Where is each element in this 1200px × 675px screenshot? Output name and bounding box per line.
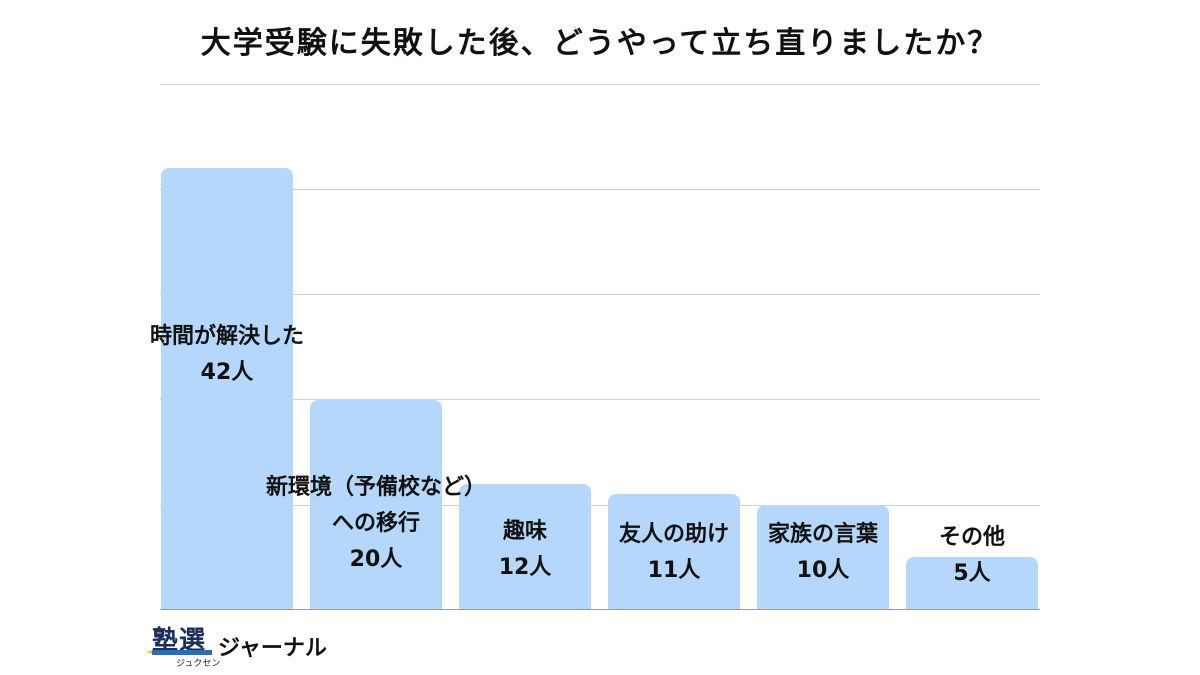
chart-title: 大学受験に失敗した後、どうやって立ち直りましたか？ [200, 26, 1000, 61]
logo-ruby: ジュクセン [176, 659, 221, 669]
bar-label-2: 趣味 12人 [499, 514, 552, 586]
bar-category-label: 家族の言葉 [767, 522, 879, 547]
gridline-10 [160, 505, 1040, 506]
logo-text: ジャーナル [218, 636, 327, 661]
x-axis-baseline [160, 609, 1040, 610]
bar-category-label: への移行 [331, 511, 421, 536]
bar-0 [161, 168, 293, 610]
bar-label-5: その他 5人 [939, 520, 1005, 592]
bar-category-label: その他 [938, 525, 1006, 550]
bar-label-4: 家族の言葉 10人 [768, 517, 878, 589]
bar-value-label: 20人 [349, 547, 403, 572]
bar-4 [757, 505, 889, 610]
bar-5 [906, 557, 1038, 610]
bar-category-label: 友人の助け [618, 522, 730, 547]
pencil-icon [146, 650, 212, 655]
bar-label-1: 新環境（予備校など） への移行 20人 [266, 470, 486, 578]
bar-3 [608, 494, 740, 610]
gridline-20 [160, 399, 1040, 400]
bar-label-0: 時間が解決した 42人 [150, 319, 304, 391]
bar-value-label: 12人 [498, 555, 552, 580]
gridline-50 [160, 84, 1040, 85]
bar-category-label: 時間が解決した [149, 324, 305, 349]
bar-value-label: 42人 [200, 360, 254, 385]
gridline-40 [160, 189, 1040, 190]
site-logo: 塾選 ジュクセン ジャーナル [146, 620, 352, 670]
bar-value-label: 5人 [953, 561, 991, 586]
bar-value-label: 10人 [796, 558, 850, 583]
bar-value-label: 11人 [647, 558, 701, 583]
bar-chart-plot: 時間が解決した 42人新環境（予備校など） への移行 20人 趣味 12人 友人の助け 11人… [150, 84, 1040, 610]
gridline-30 [160, 294, 1040, 295]
bar-2 [459, 484, 591, 610]
bar-1 [310, 400, 442, 610]
bar-category-label: 趣味 [502, 519, 547, 544]
bar-category-label: 新環境（予備校など） [265, 475, 487, 500]
bar-label-3: 友人の助け 11人 [619, 517, 729, 589]
